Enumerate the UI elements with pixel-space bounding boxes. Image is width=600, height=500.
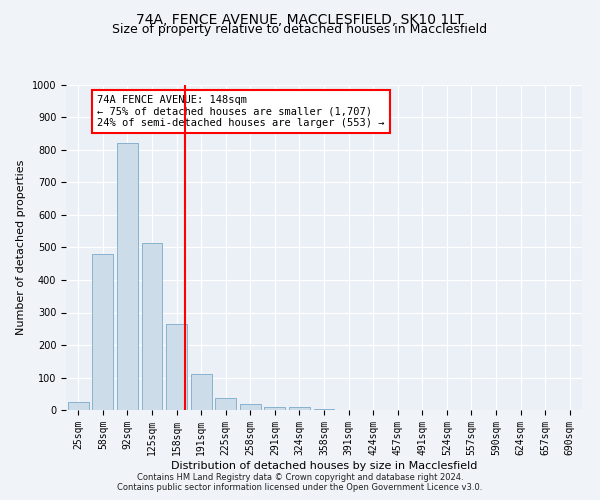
- Bar: [240, 404, 261, 410]
- X-axis label: Distribution of detached houses by size in Macclesfield: Distribution of detached houses by size …: [171, 460, 477, 470]
- Text: Size of property relative to detached houses in Macclesfield: Size of property relative to detached ho…: [112, 22, 488, 36]
- Text: 74A FENCE AVENUE: 148sqm
← 75% of detached houses are smaller (1,707)
24% of sem: 74A FENCE AVENUE: 148sqm ← 75% of detach…: [97, 94, 385, 128]
- Text: 74A, FENCE AVENUE, MACCLESFIELD, SK10 1LT: 74A, FENCE AVENUE, MACCLESFIELD, SK10 1L…: [136, 12, 464, 26]
- Bar: [92, 254, 113, 410]
- Y-axis label: Number of detached properties: Number of detached properties: [16, 160, 26, 335]
- Bar: [68, 402, 89, 410]
- Bar: [166, 324, 187, 410]
- Text: Contains HM Land Registry data © Crown copyright and database right 2024.: Contains HM Land Registry data © Crown c…: [137, 472, 463, 482]
- Bar: [117, 144, 138, 410]
- Bar: [265, 407, 286, 410]
- Bar: [215, 398, 236, 410]
- Text: Contains public sector information licensed under the Open Government Licence v3: Contains public sector information licen…: [118, 482, 482, 492]
- Bar: [289, 408, 310, 410]
- Bar: [142, 242, 163, 410]
- Bar: [191, 374, 212, 410]
